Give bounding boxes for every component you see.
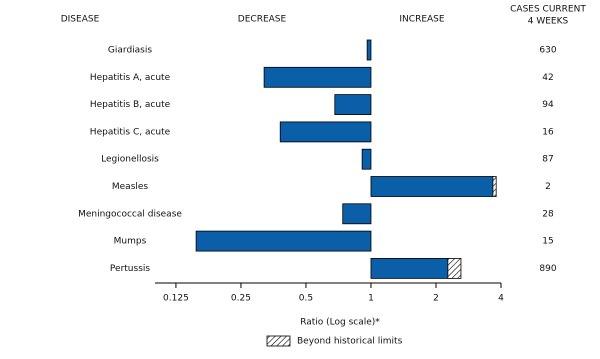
bar-beyond-limits: [447, 257, 462, 279]
x-tick-label: 2: [433, 294, 439, 304]
bar: [195, 230, 372, 252]
category-label: Mumps: [114, 237, 147, 247]
category-label: Hepatitis B, acute: [90, 100, 171, 110]
bar: [366, 39, 372, 61]
bar: [370, 176, 494, 197]
x-axis-label: Ratio (Log scale)*: [300, 318, 380, 328]
category-label: Giardiasis: [108, 46, 152, 56]
category-label: Hepatitis C, acute: [90, 127, 171, 137]
cases-value: 15: [542, 237, 553, 247]
category-label: Meningococcal disease: [78, 209, 182, 219]
category-label: Legionellosis: [101, 155, 159, 165]
category-label: Pertussis: [110, 264, 150, 274]
category-label: Measles: [112, 182, 149, 192]
bar: [263, 66, 372, 88]
cases-value: 16: [542, 127, 554, 137]
cases-value: 2: [545, 182, 551, 192]
x-tick-label: 4: [498, 294, 504, 304]
header-disease: DISEASE: [61, 15, 100, 25]
cases-value: 94: [542, 100, 554, 110]
x-tick-label: 0.5: [299, 294, 313, 304]
cases-value: 87: [542, 155, 553, 165]
bar-beyond-limits: [492, 176, 497, 197]
header-decrease: DECREASE: [238, 15, 287, 25]
legend-label: Beyond historical limits: [297, 337, 403, 347]
bar: [342, 203, 372, 225]
cases-value: 890: [539, 264, 556, 274]
bar: [370, 257, 449, 279]
bar: [361, 148, 372, 170]
cases-value: 42: [542, 73, 553, 83]
x-tick-label: 0.125: [163, 294, 189, 304]
header-cases: CASES CURRENT: [510, 5, 586, 15]
x-tick-label: 1: [368, 294, 374, 304]
header-increase: INCREASE: [399, 15, 444, 25]
cases-value: 630: [539, 46, 556, 56]
bar: [334, 94, 372, 115]
category-label: Hepatitis A, acute: [90, 73, 171, 83]
cases-value: 28: [542, 209, 554, 219]
x-tick-label: 0.25: [231, 294, 251, 304]
bar: [279, 121, 372, 143]
legend-swatch: [266, 335, 291, 347]
header-cases: 4 WEEKS: [528, 17, 569, 27]
